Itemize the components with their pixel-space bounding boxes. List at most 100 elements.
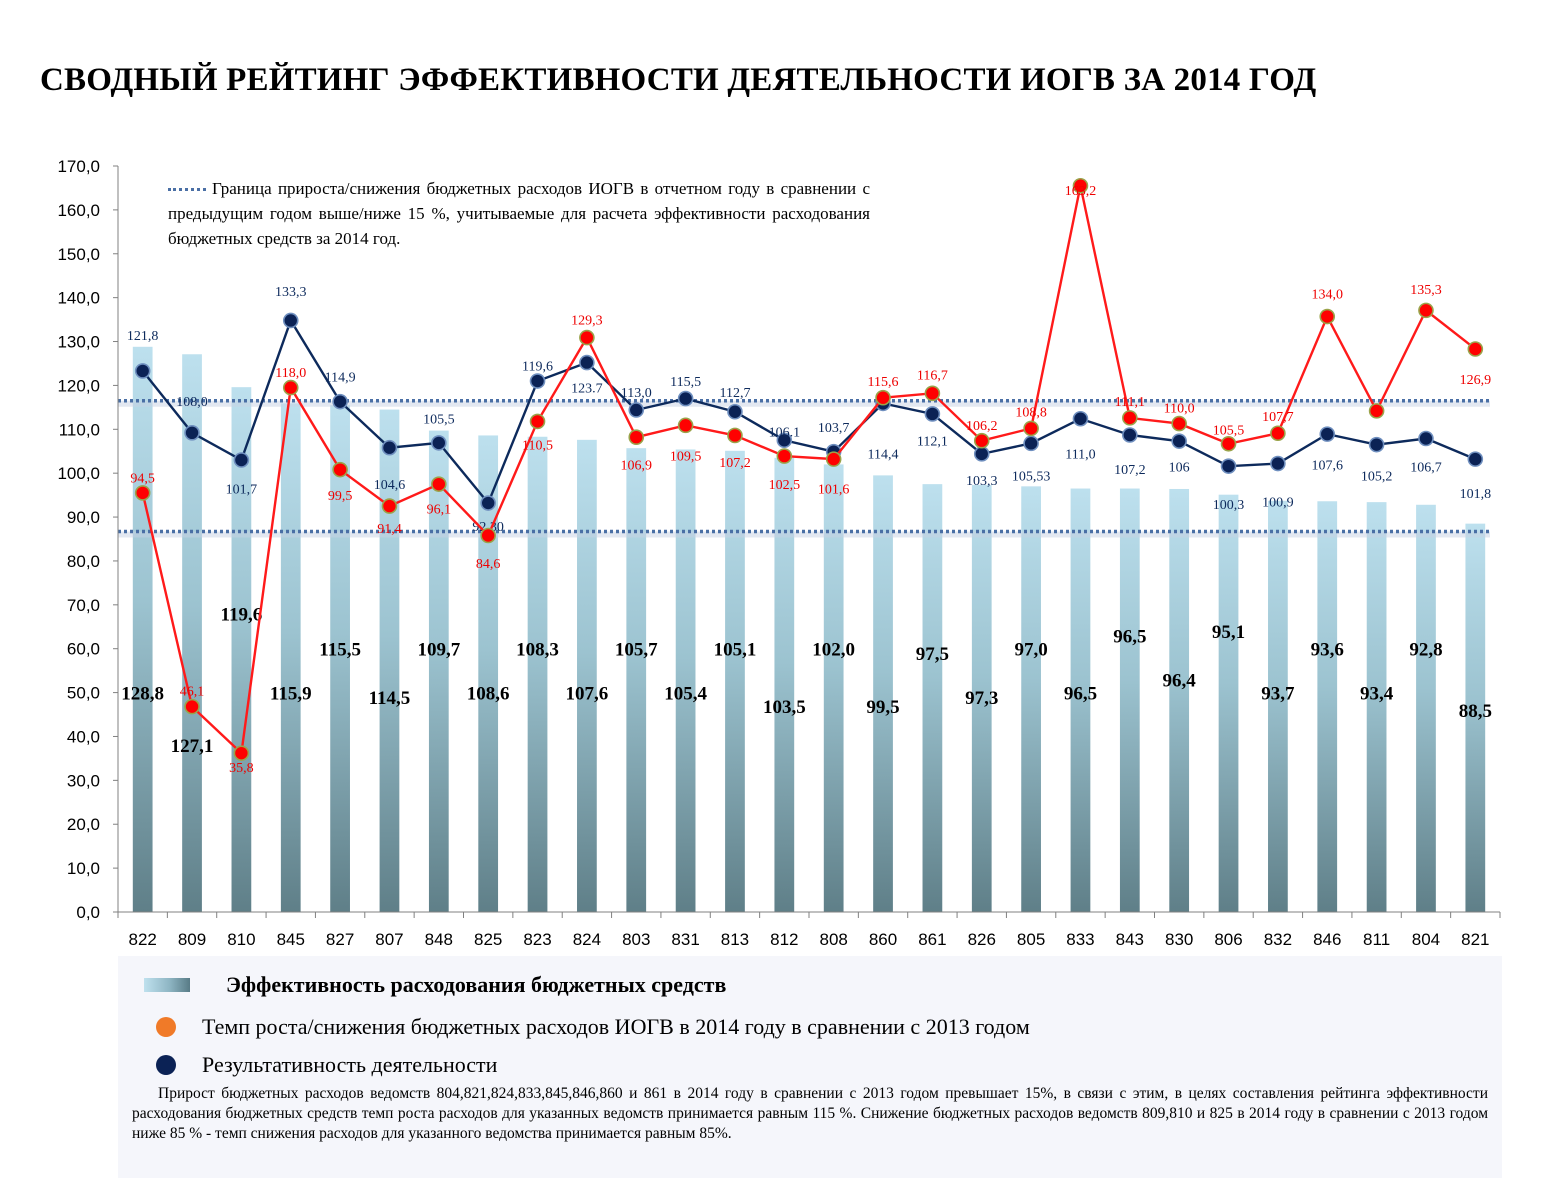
series-point xyxy=(1171,415,1187,432)
series-point xyxy=(282,379,299,396)
x-tick-label: 848 xyxy=(425,930,453,949)
series-point xyxy=(579,354,595,371)
series-value-label: 163,2 xyxy=(1065,184,1097,199)
page-title: СВОДНЫЙ РЕЙТИНГ ЭФФЕКТИВНОСТИ ДЕЯТЕЛЬНОС… xyxy=(40,62,1317,98)
series-point xyxy=(628,402,645,418)
series-point xyxy=(381,498,398,514)
x-tick-label: 861 xyxy=(918,930,946,949)
series-value-label: 99,5 xyxy=(328,489,353,504)
bar-value-label: 96,5 xyxy=(1113,627,1146,648)
y-tick-label: 160,0 xyxy=(57,201,100,220)
series-value-label: 107,7 xyxy=(1262,410,1294,425)
y-tick-label: 40,0 xyxy=(67,727,100,746)
bar xyxy=(1119,488,1140,912)
series-line xyxy=(141,185,1477,756)
x-tick-label: 827 xyxy=(326,930,354,949)
y-tick-label: 80,0 xyxy=(67,552,100,571)
bar-value-label: 108,3 xyxy=(516,640,559,661)
series-value-label: 133,3 xyxy=(275,285,307,300)
bar-value-label: 96,5 xyxy=(1064,684,1097,705)
series-point xyxy=(1418,430,1434,447)
series-point xyxy=(184,698,200,715)
series-value-label: 126,9 xyxy=(1460,373,1492,388)
legend-item-red: Темп роста/снижения бюджетных расходов И… xyxy=(118,1014,1030,1040)
bar xyxy=(873,475,893,912)
legend-item-bars: Эффективность расходования бюджетных сре… xyxy=(118,972,726,998)
bar xyxy=(1169,488,1190,912)
bar-value-label: 97,3 xyxy=(965,688,998,709)
bar-value-label: 96,4 xyxy=(1163,670,1197,691)
threshold-note: Граница прироста/снижения бюджетных расх… xyxy=(168,179,870,248)
series-value-label: 46,1 xyxy=(180,684,205,699)
bar xyxy=(280,403,301,912)
series-point xyxy=(529,373,546,389)
series-value-label: 113,0 xyxy=(621,386,652,401)
y-tick-label: 100,0 xyxy=(57,464,100,483)
series-point xyxy=(282,312,299,329)
x-tick-label: 806 xyxy=(1214,930,1242,949)
series-point xyxy=(184,425,200,441)
y-tick-label: 20,0 xyxy=(67,815,100,834)
y-tick-label: 150,0 xyxy=(57,245,100,264)
series-point xyxy=(1270,425,1286,442)
x-tick-label: 830 xyxy=(1165,930,1193,949)
series-point xyxy=(431,435,447,451)
series-point xyxy=(134,363,151,379)
bar-value-label: 114,5 xyxy=(369,688,411,709)
series-value-label: 114,4 xyxy=(868,447,899,462)
bar-value-label: 115,9 xyxy=(270,684,312,705)
series-point xyxy=(1319,426,1336,442)
bar-value-label: 99,5 xyxy=(866,697,899,718)
series-point xyxy=(134,485,151,501)
series-point xyxy=(727,427,743,444)
bar-value-label: 97,0 xyxy=(1014,640,1047,661)
bar xyxy=(1366,502,1387,912)
series-value-label: 115,6 xyxy=(868,375,899,390)
series-point xyxy=(924,385,941,402)
series-point xyxy=(233,452,250,468)
x-tick-label: 845 xyxy=(277,930,305,949)
bar-value-label: 128,8 xyxy=(121,684,164,705)
x-tick-label: 812 xyxy=(770,930,798,949)
series-value-label: 101,6 xyxy=(818,483,850,498)
series-value-label: 123.7 xyxy=(571,382,603,397)
efficiency-rating-chart: 128,8 127,1 119,6 115,9 115,5 114,5 109,7 108,6… xyxy=(57,157,1501,949)
bar xyxy=(1218,494,1239,912)
y-tick-label: 120,0 xyxy=(57,376,100,395)
series-value-label: 92,30 xyxy=(472,520,504,535)
series-point xyxy=(727,403,743,420)
series-value-label: 135,3 xyxy=(1410,283,1442,298)
bar xyxy=(182,354,202,913)
x-tick-label: 860 xyxy=(869,930,897,949)
series-value-label: 91,4 xyxy=(377,522,402,537)
x-tick-label: 824 xyxy=(573,930,601,949)
series-value-label: 108,0 xyxy=(176,395,208,410)
series-point xyxy=(1072,177,1089,194)
x-tick-label: 808 xyxy=(819,930,847,949)
series-point xyxy=(233,745,250,761)
series-point xyxy=(1220,435,1237,452)
bar-value-label: 105,1 xyxy=(714,640,757,661)
bar-swatch-icon xyxy=(144,978,190,992)
series-value-label: 107,6 xyxy=(1312,458,1344,473)
bar-value-label: 102,0 xyxy=(812,640,855,661)
series-value-label: 106,9 xyxy=(621,458,653,473)
series-line xyxy=(141,317,1476,506)
series-point xyxy=(1171,433,1187,449)
bar-value-label: 92,8 xyxy=(1409,640,1442,661)
series-point xyxy=(1023,435,1039,452)
series-point xyxy=(1368,436,1385,453)
bar xyxy=(774,457,795,912)
x-tick-label: 826 xyxy=(968,930,996,949)
series-value-label: 84,6 xyxy=(476,557,501,572)
x-tick-label: 832 xyxy=(1264,930,1292,949)
series-value-label: 111,0 xyxy=(1065,447,1095,462)
series-point xyxy=(381,439,398,456)
series-point xyxy=(776,448,793,464)
bar-value-label: 88,5 xyxy=(1459,701,1492,722)
series-value-label: 111,1 xyxy=(1115,395,1145,410)
legend-label-navy: Результативность деятельности xyxy=(202,1052,498,1077)
x-tick-label: 805 xyxy=(1017,930,1045,949)
threshold-legend-marker xyxy=(168,188,206,191)
series-value-label: 108,8 xyxy=(1015,406,1047,421)
